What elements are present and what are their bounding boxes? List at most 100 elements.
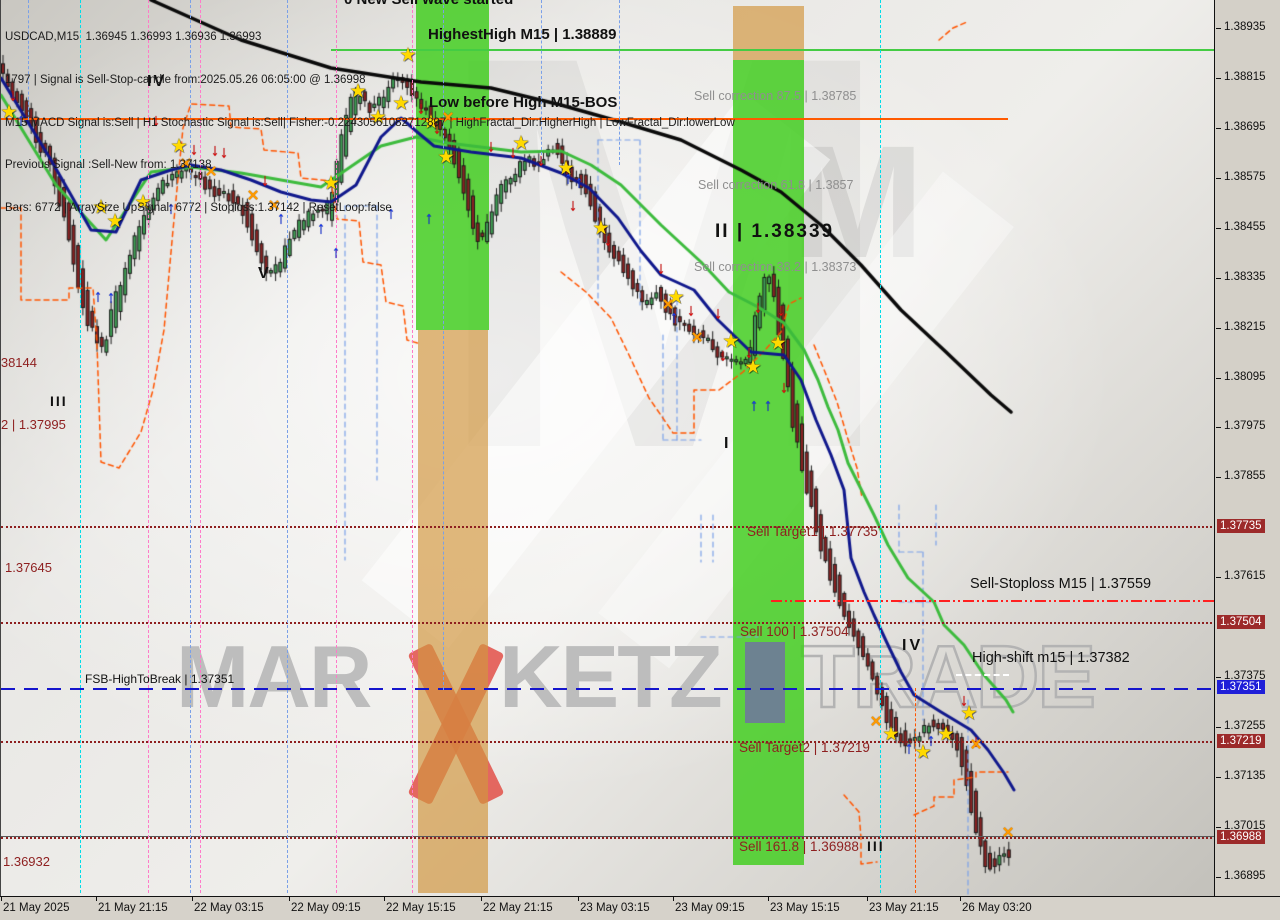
close-x-icon: ✕: [246, 187, 260, 205]
sell-arrow-icon: ↓: [971, 731, 981, 751]
session-line-cyan-2: [880, 0, 881, 893]
time-tick: [867, 897, 868, 901]
price-tick: [1216, 78, 1221, 79]
price-tick: [1216, 378, 1221, 379]
signal-star-icon: ★: [370, 107, 386, 127]
sell-100-label: Sell 100 | 1.37504: [740, 624, 849, 639]
time-tick: [289, 897, 290, 901]
price-tick-label: 1.37375: [1224, 670, 1266, 682]
signal-star-icon: ★: [593, 218, 609, 238]
signal-star-icon: ★: [171, 136, 187, 156]
price-tick-label: 1.38695: [1224, 121, 1266, 133]
left-level-138144-label: 1.38144: [0, 355, 37, 370]
buy-arrow-icon: ↑: [749, 395, 759, 415]
time-tick-label: 26 May 03:20: [962, 902, 1032, 914]
signal-star-icon: ★: [323, 173, 339, 193]
structure-line-blue-2: [287, 0, 288, 893]
buy-arrow-icon: ↑: [904, 738, 914, 758]
sell-arrow-icon: ↓: [603, 230, 613, 250]
fsb-high-to-break-label: FSB-HighToBreak | 1.37351: [85, 672, 235, 686]
signal-star-icon: ★: [558, 158, 574, 178]
price-badge: 1.37351: [1217, 680, 1265, 694]
fractal-line-pink-3: [336, 0, 337, 893]
buy-arrow-icon: ↑: [386, 203, 396, 223]
sell-correction-38-label: Sell correction 38.2 | 1.38373: [694, 260, 857, 274]
price-tick: [1216, 128, 1221, 129]
price-tick-label: 1.37255: [1224, 720, 1266, 732]
sell-arrow-icon: ↓: [744, 342, 754, 362]
sell-arrow-icon: ↓: [568, 195, 578, 215]
sell-100-line: [1, 622, 1214, 624]
new-sell-wave-label: 0 New Sell wave started: [344, 0, 513, 8]
signal-star-icon: ★: [350, 81, 366, 101]
price-tick-label: 1.38575: [1224, 171, 1266, 183]
price-badge: 1.37735: [1217, 519, 1265, 533]
signal-star-icon: ★: [961, 703, 977, 723]
price-tick-label: 1.38335: [1224, 271, 1266, 283]
signal-star-icon: ★: [107, 211, 123, 231]
price-tick: [1216, 328, 1221, 329]
indicator-line: M15 MACD Signal is:Sell | H1 Stochastic …: [5, 116, 735, 129]
sell-arrow-icon: ↓: [536, 150, 546, 170]
time-axis[interactable]: 21 May 2025 21 May 21:15 22 May 03:15 22 Ma…: [0, 896, 1280, 920]
sell-161-line: [1, 837, 1214, 839]
bars-line: Bars: 6772 | ArraySize UpSignal: 6772 | …: [5, 201, 392, 214]
ohlc-line: USDCAD,M15 1.36945 1.36993 1.36936 1.369…: [5, 31, 262, 44]
fsb-high-to-break-line: [1, 688, 1214, 690]
price-tick-label: 1.38815: [1224, 71, 1266, 83]
price-badge: 1.37219: [1217, 734, 1265, 748]
sell-arrow-icon: ↓: [486, 136, 496, 156]
candlestick-canvas[interactable]: [1, 0, 1214, 896]
white-dash-segment: [956, 674, 1009, 676]
wave-five-label: V: [258, 265, 269, 282]
sell-correction-87-label: Sell correction 87.5 | 1.38785: [694, 89, 857, 103]
signal-star-icon: ★: [915, 742, 931, 762]
price-tick-label: 1.37015: [1224, 820, 1266, 832]
sell-target2-line: [1, 741, 1214, 743]
sell-arrow-icon: ↓: [210, 140, 220, 160]
buy-arrow-icon: ↑: [331, 242, 341, 262]
price-tick: [1216, 877, 1221, 878]
signal-star-icon: ★: [93, 197, 109, 217]
price-tick-label: 1.37615: [1224, 570, 1266, 582]
price-tick: [1216, 727, 1221, 728]
sell-arrow-icon: ↓: [189, 139, 199, 159]
chart-surface[interactable]: M M MAR KETZ TRADE ★★★★★★★★★★★★★★★★★★★★★…: [0, 0, 1215, 896]
buy-arrow-icon: ↑: [316, 218, 326, 238]
highest-high-line: [331, 49, 1214, 51]
structure-line-blue-5: [619, 0, 620, 165]
time-tick-label: 21 May 2025: [3, 902, 70, 914]
time-tick: [578, 897, 579, 901]
time-tick-label: 23 May 15:15: [770, 902, 840, 914]
price-axis[interactable]: 1.38935 1.38815 1.38695 1.38575 1.38455 1.383…: [1216, 0, 1280, 896]
signal-star-icon: ★: [938, 724, 954, 744]
buy-arrow-icon: ↑: [424, 208, 434, 228]
signal-star-icon: ★: [723, 331, 739, 351]
current-price-line: [1, 836, 1214, 837]
structure-line-blue-6: [28, 0, 29, 120]
time-tick-label: 22 May 21:15: [483, 902, 553, 914]
sell-correction-87-line: [1, 118, 1008, 120]
buy-arrow-icon: ↑: [16, 110, 26, 130]
highest-high-label: HighestHigh M15 | 1.38889: [428, 26, 617, 43]
buy-arrow-icon: ↑: [669, 307, 679, 327]
price-badge: 1.36988: [1217, 830, 1265, 844]
session-line-cyan-1: [80, 0, 81, 893]
time-tick: [673, 897, 674, 901]
close-x-icon: ✕: [179, 155, 193, 173]
sell-arrow-icon: ↓: [8, 85, 18, 105]
fractal-line-pink-2: [200, 0, 201, 893]
sell-target1-label: Sell Target1 | 1.37735: [747, 524, 878, 539]
sell-arrow-icon: ↓: [219, 142, 229, 162]
sell-arrow-icon: ↓: [779, 377, 789, 397]
signal-line: 1797 | Signal is Sell-Stop-candle from:2…: [5, 74, 366, 87]
signal-star-icon: ★: [423, 112, 439, 132]
wave-three-left-label: III: [50, 393, 68, 409]
structure-line-blue-3: [443, 0, 444, 690]
price-tick-label: 1.36895: [1224, 870, 1266, 882]
time-tick: [481, 897, 482, 901]
sell-arrow-icon: ↓: [260, 170, 270, 190]
sell-arrow-icon: ↓: [656, 258, 666, 278]
sell-arrow-icon: ↓: [432, 118, 442, 138]
fractal-line-pink-4: [412, 0, 413, 893]
